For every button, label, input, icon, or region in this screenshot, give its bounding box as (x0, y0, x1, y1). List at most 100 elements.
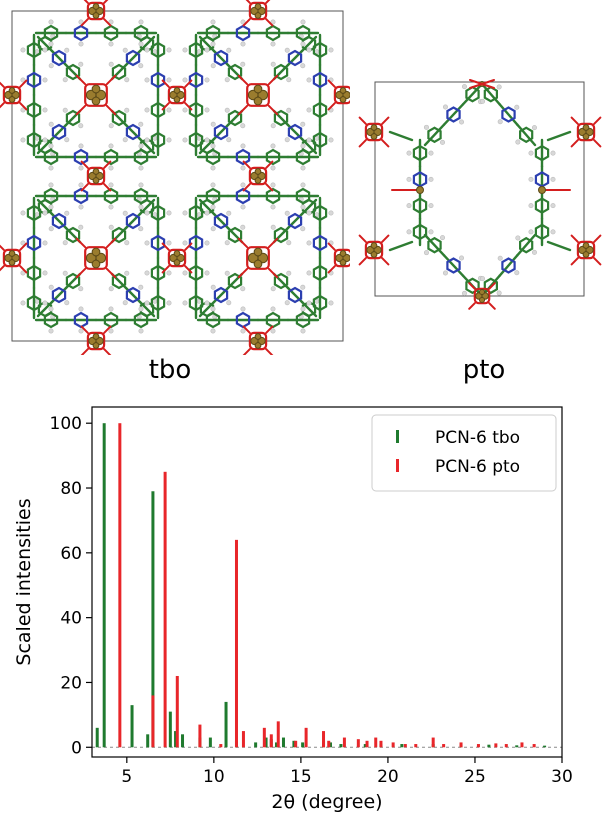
aromatic-ring (43, 148, 59, 166)
aromatic-ring (26, 41, 42, 59)
paddlewheel (248, 1, 268, 21)
hydrogen-atom (144, 300, 150, 306)
aromatic-ring (287, 123, 303, 141)
paddlewheel (576, 122, 596, 142)
aromatic-ring (465, 277, 480, 295)
bar-pto (391, 742, 395, 748)
hydrogen-atom (20, 210, 26, 216)
hydrogen-atom (300, 63, 306, 69)
hydrogen-atom (440, 235, 446, 241)
hydrogen-atom (406, 203, 412, 209)
bond (103, 18, 112, 27)
metal-atom (339, 259, 347, 266)
hydrogen-atom (48, 182, 54, 188)
x-axis: 5 10 15 20 25 30 (121, 757, 573, 787)
aromatic-ring (312, 41, 328, 59)
hydrogen-atom (42, 210, 48, 216)
aromatic-ring (287, 286, 303, 304)
hydrogen-atom (144, 77, 150, 83)
aromatic-ring (312, 234, 328, 252)
hydrogen-atom (515, 139, 521, 145)
metal-atom (92, 177, 100, 184)
metal-atom (91, 96, 101, 106)
metal-atom (173, 259, 181, 266)
hydrogen-atom (138, 165, 144, 171)
hydrogen-atom (48, 328, 54, 334)
aromatic-ring (26, 294, 42, 312)
bond (423, 123, 446, 147)
hydrogen-atom (306, 270, 312, 276)
hydrogen-atom (270, 286, 276, 292)
hydrogen-atom (515, 235, 521, 241)
paddlewheel (246, 83, 270, 107)
bond (327, 242, 336, 251)
hydrogen-atom (48, 19, 54, 25)
metal-atom (92, 168, 100, 175)
bar-tbo (102, 423, 106, 748)
bond (161, 242, 170, 251)
hydrogen-atom (270, 19, 276, 25)
paddlewheel (364, 240, 384, 260)
metal-atom (173, 250, 181, 257)
tbo-structure-image (0, 0, 350, 355)
aromatic-ring (534, 223, 550, 241)
hydrogen-atom (108, 123, 114, 129)
metal-atom (370, 124, 378, 131)
aromatic-ring (73, 148, 89, 166)
hydrogen-atom (514, 104, 520, 110)
tbo-label: tbo (148, 355, 192, 385)
bond (242, 325, 251, 334)
hydrogen-atom (138, 284, 144, 290)
bond (80, 18, 89, 27)
hydrogen-atom (226, 137, 232, 143)
hydrogen-atom (300, 182, 306, 188)
aromatic-ring (501, 106, 516, 123)
metal-atom (8, 259, 16, 266)
bar-pto (431, 737, 435, 748)
metal-atom (339, 87, 347, 94)
aromatic-ring (125, 212, 141, 230)
hydrogen-atom (328, 47, 334, 53)
aromatic-ring (150, 204, 166, 222)
bar-pto (532, 744, 536, 748)
bond (237, 267, 249, 279)
aromatic-ring (295, 24, 311, 42)
bar-pto (520, 742, 524, 748)
hydrogen-atom (480, 98, 486, 104)
hydrogen-atom (328, 300, 334, 306)
hydrogen-atom (78, 204, 84, 210)
aromatic-ring (150, 71, 166, 89)
aromatic-ring (312, 294, 328, 312)
hydrogen-atom (428, 203, 434, 209)
hydrogen-atom (166, 107, 172, 113)
hydrogen-atom (270, 165, 276, 171)
hydrogen-atom (224, 107, 230, 113)
bond (184, 242, 193, 251)
hydrogen-atom (48, 284, 54, 290)
bar-tbo (400, 744, 404, 748)
aromatic-ring (205, 187, 221, 205)
hydrogen-atom (204, 107, 210, 113)
hydrogen-atom (300, 19, 306, 25)
legend: PCN-6 tbo PCN-6 pto (371, 414, 557, 492)
bond (327, 102, 336, 111)
aromatic-ring (188, 204, 204, 222)
paddlewheel (167, 85, 187, 105)
metal-atom (91, 84, 101, 94)
bond (103, 160, 112, 169)
hydrogen-atom (240, 306, 246, 312)
bar-pto (322, 731, 326, 748)
hydrogen-atom (459, 255, 465, 261)
bar-tbo (363, 744, 367, 748)
hydrogen-atom (210, 182, 216, 188)
paddlewheel (84, 246, 108, 270)
x-tick-label: 20 (377, 767, 399, 787)
bar-pto (379, 740, 383, 748)
hydrogen-atom (62, 240, 68, 246)
aromatic-ring (65, 272, 81, 290)
bond (388, 240, 414, 252)
hydrogen-atom (48, 165, 54, 171)
paddlewheel (576, 240, 596, 260)
hydrogen-atom (442, 104, 448, 110)
bond (265, 348, 274, 355)
